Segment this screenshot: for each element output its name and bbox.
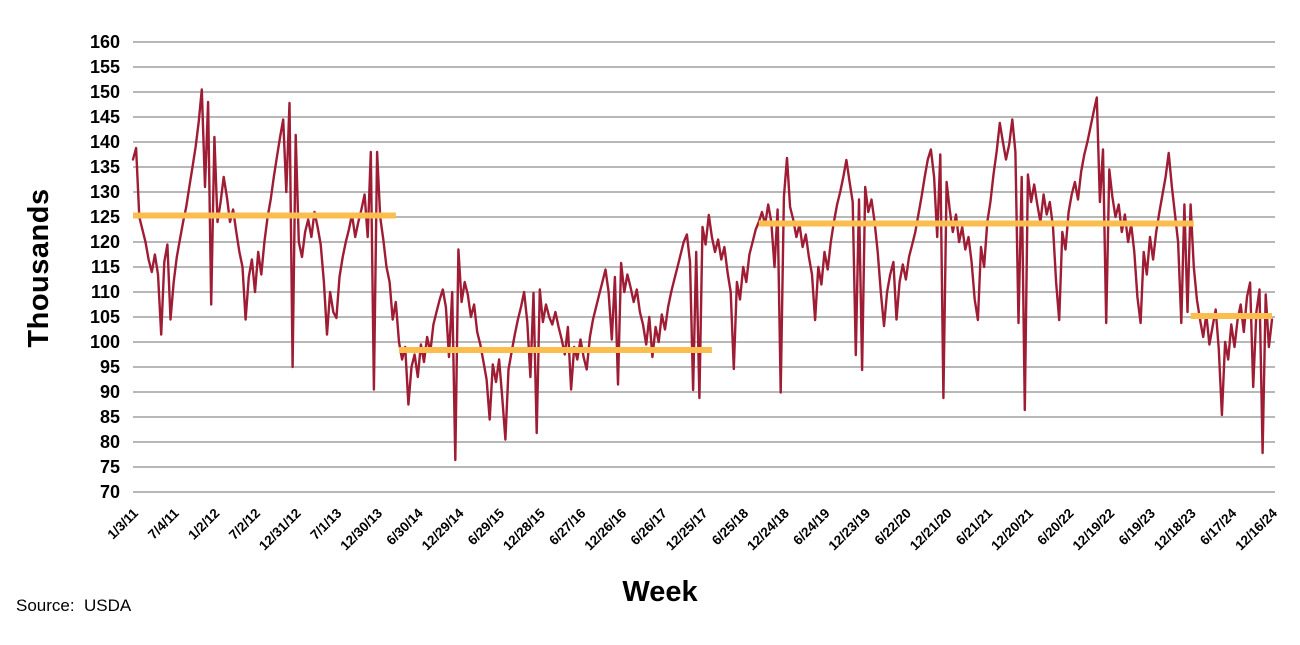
x-tick-label: 12/29/14 [419, 505, 467, 553]
x-axis-title: Week [622, 576, 698, 608]
x-tick-label: 7/2/12 [226, 506, 263, 543]
y-tick-label: 95 [100, 357, 120, 377]
y-tick-label: 85 [100, 407, 120, 427]
y-tick-label: 80 [100, 432, 120, 452]
y-tick-label: 70 [100, 482, 120, 502]
x-tick-label: 12/20/21 [988, 505, 1036, 553]
y-tick-label: 105 [90, 307, 120, 327]
y-tick-label: 90 [100, 382, 120, 402]
y-tick-label: 140 [90, 132, 120, 152]
y-tick-label: 125 [90, 207, 120, 227]
y-tick-label: 115 [91, 257, 120, 277]
y-tick-label: 155 [90, 57, 120, 77]
y-tick-label: 130 [90, 182, 120, 202]
x-tick-label: 12/19/22 [1070, 506, 1118, 554]
y-tick-label: 160 [90, 32, 120, 52]
y-tick-label: 135 [90, 157, 120, 177]
y-tick-label: 75 [100, 457, 120, 477]
x-tick-label: 12/24/18 [744, 505, 792, 553]
source-note: Source: USDA [16, 596, 132, 615]
y-tick-label: 145 [90, 107, 120, 127]
x-tick-label: 12/30/13 [337, 505, 385, 553]
x-tick-label: 12/21/20 [907, 506, 955, 554]
x-tick-label: 1/3/11 [104, 505, 141, 542]
x-tick-label: 7/4/11 [145, 505, 182, 542]
x-tick-label: 12/28/15 [500, 505, 548, 553]
x-tick-label: 7/1/13 [307, 505, 344, 542]
x-tick-label: 12/23/19 [826, 506, 874, 554]
x-tick-label: 12/18/23 [1151, 505, 1199, 553]
x-tick-label: 12/25/17 [663, 506, 711, 554]
y-tick-label: 110 [91, 282, 120, 302]
y-tick-label: 120 [90, 232, 120, 252]
x-tick-label: 12/26/16 [581, 505, 629, 553]
data-line [131, 88, 1274, 462]
y-axis-title: Thousands [23, 188, 55, 348]
x-tick-label: 12/16/24 [1232, 505, 1280, 553]
y-tick-label: 150 [90, 82, 120, 102]
y-tick-label: 100 [90, 332, 120, 352]
x-tick-label: 1/2/12 [185, 506, 222, 543]
x-tick-label: 12/31/12 [256, 506, 304, 554]
